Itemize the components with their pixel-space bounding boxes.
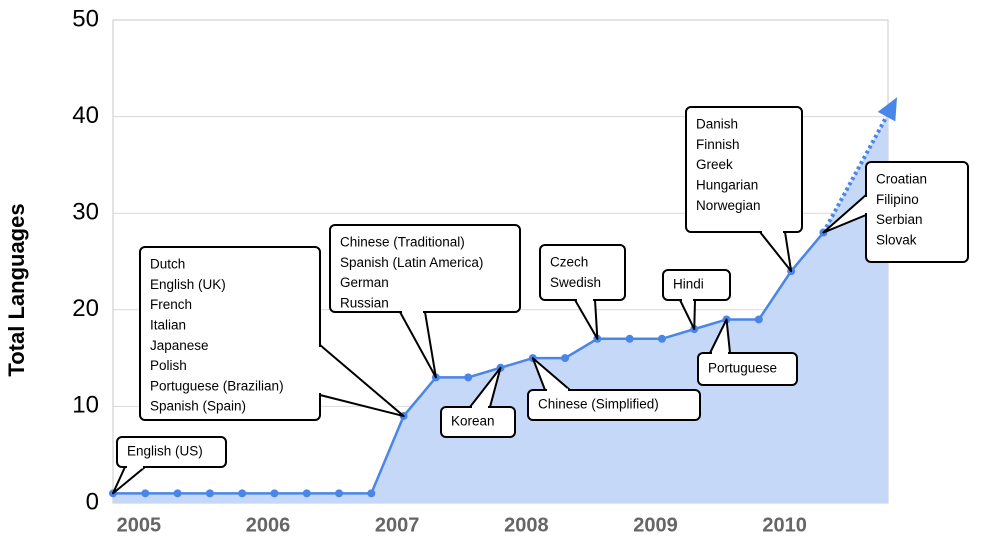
point — [302, 489, 311, 498]
point — [367, 489, 376, 498]
point — [205, 489, 214, 498]
x-tick-label: 2008 — [504, 514, 549, 536]
callout-text: Filipino — [876, 192, 919, 207]
callout-text: Croatian — [876, 172, 927, 187]
callout-tail — [574, 299, 599, 340]
callout-tail — [319, 344, 405, 418]
callout-text: Spanish (Latin America) — [340, 255, 483, 270]
callout-tail — [112, 466, 146, 495]
callout-text: Greek — [696, 157, 733, 172]
y-tick-label: 40 — [72, 102, 99, 129]
callout-text: English (UK) — [150, 277, 226, 292]
callout-text: Slovak — [876, 232, 917, 247]
callout-box — [527, 389, 701, 421]
callout-text: German — [340, 275, 389, 290]
callout-text: English (US) — [127, 444, 203, 459]
point — [657, 334, 666, 343]
callout-box — [662, 269, 731, 301]
callout-text: Korean — [451, 414, 495, 429]
y-tick-label: 10 — [72, 392, 99, 419]
callout-text: Polish — [150, 358, 187, 373]
point — [270, 489, 279, 498]
callout-text: Dutch — [150, 257, 185, 272]
callout-text: Russian — [340, 295, 389, 310]
callout-text: Norwegian — [696, 198, 761, 213]
callout-box — [697, 352, 798, 386]
callout-box — [139, 246, 321, 421]
y-axis-label: Total Languages — [4, 203, 29, 376]
callout-text: Hindi — [673, 277, 704, 292]
point — [173, 489, 182, 498]
y-tick-label: 20 — [72, 295, 99, 322]
point — [141, 489, 150, 498]
callout-text: Chinese (Simplified) — [538, 397, 659, 412]
callout-text: Finnish — [696, 137, 740, 152]
callout-text: Serbian — [876, 212, 923, 227]
x-tick-label: 2007 — [375, 514, 420, 536]
callout-box — [116, 436, 227, 468]
callout-text: Spanish (Spain) — [150, 399, 246, 414]
callout-text: Portuguese (Brazilian) — [150, 378, 284, 393]
y-tick-label: 50 — [72, 5, 99, 32]
callout-text: Danish — [696, 117, 738, 132]
callout-tail — [759, 231, 793, 273]
callout-text: Swedish — [550, 275, 601, 290]
x-tick-label: 2009 — [633, 514, 678, 536]
point — [335, 489, 344, 498]
callout-box — [685, 106, 803, 233]
projection-line — [821, 115, 889, 234]
callout-text: Czech — [550, 255, 588, 270]
x-tick-label: 2010 — [762, 514, 807, 536]
callout-text: Japanese — [150, 338, 209, 353]
y-tick-label: 30 — [72, 199, 99, 226]
x-tick-label: 2006 — [246, 514, 291, 536]
callout-text: Italian — [150, 317, 186, 332]
point — [561, 354, 570, 363]
callout-text: French — [150, 297, 192, 312]
callout-tail — [679, 299, 696, 331]
callout-box — [539, 244, 626, 301]
y-tick-label: 0 — [86, 488, 99, 515]
point — [464, 373, 473, 382]
point — [625, 334, 634, 343]
callout-text: Portuguese — [708, 361, 777, 376]
callout-tail — [399, 311, 437, 379]
callout-text: Chinese (Traditional) — [340, 235, 465, 250]
point — [754, 315, 763, 324]
point — [238, 489, 247, 498]
x-tick-label: 2005 — [117, 514, 162, 536]
projection-arrowhead — [877, 97, 898, 122]
callout-text: Hungarian — [696, 177, 758, 192]
